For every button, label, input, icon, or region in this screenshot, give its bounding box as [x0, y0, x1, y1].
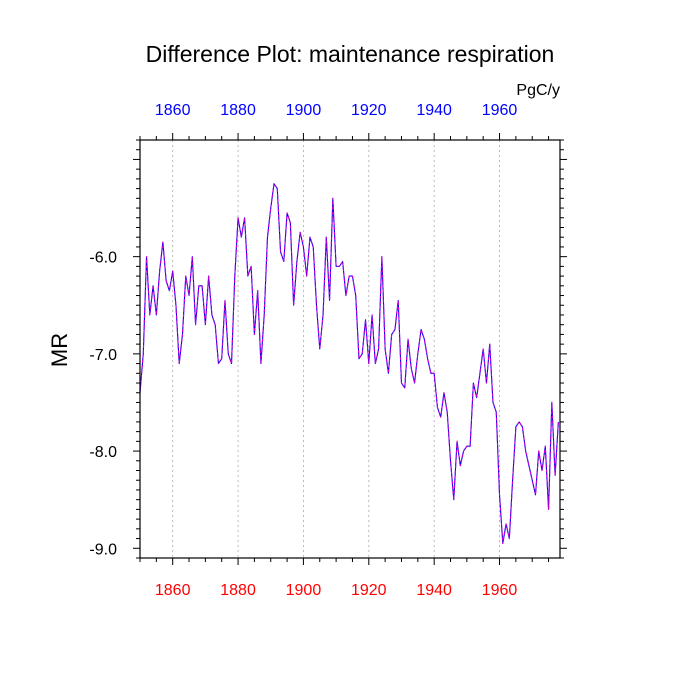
axes: [139, 139, 561, 559]
y-tick-label: -6.0: [89, 250, 117, 267]
y-tick-label: -7.0: [89, 347, 117, 364]
x-tick-label-top: 1920: [351, 102, 387, 119]
x-tick-label-top: 1860: [155, 102, 191, 119]
series-line-dashed-0: [139, 183, 559, 544]
x-tick-label-top: 1880: [220, 102, 256, 119]
tick-labels: 1860 1860 1880 1880 1900 1900 1920 1920 1940 1940…: [89, 102, 517, 599]
chart-title: Difference Plot: maintenance respiration: [146, 41, 555, 67]
x-tick-label-bottom: 1960: [482, 582, 518, 599]
x-tick-label-bottom: 1860: [155, 582, 191, 599]
x-tick-label-bottom: 1920: [351, 582, 387, 599]
y-tick-label: -9.0: [89, 541, 117, 558]
x-tick-label-bottom: 1880: [220, 582, 256, 599]
x-tick-label-bottom: 1940: [416, 582, 452, 599]
x-tick-label-top: 1960: [482, 102, 518, 119]
series-lines: [139, 183, 559, 544]
series-line-0: [139, 183, 559, 544]
units-label: PgC/y: [516, 82, 560, 99]
plot-frame: [139, 139, 561, 559]
tick-marks: [133, 133, 567, 565]
x-tick-label-bottom: 1900: [286, 582, 322, 599]
y-axis-label: MR: [47, 333, 72, 367]
y-tick-label: -8.0: [89, 444, 117, 461]
x-tick-label-top: 1900: [286, 102, 322, 119]
x-tick-label-top: 1940: [416, 102, 452, 119]
